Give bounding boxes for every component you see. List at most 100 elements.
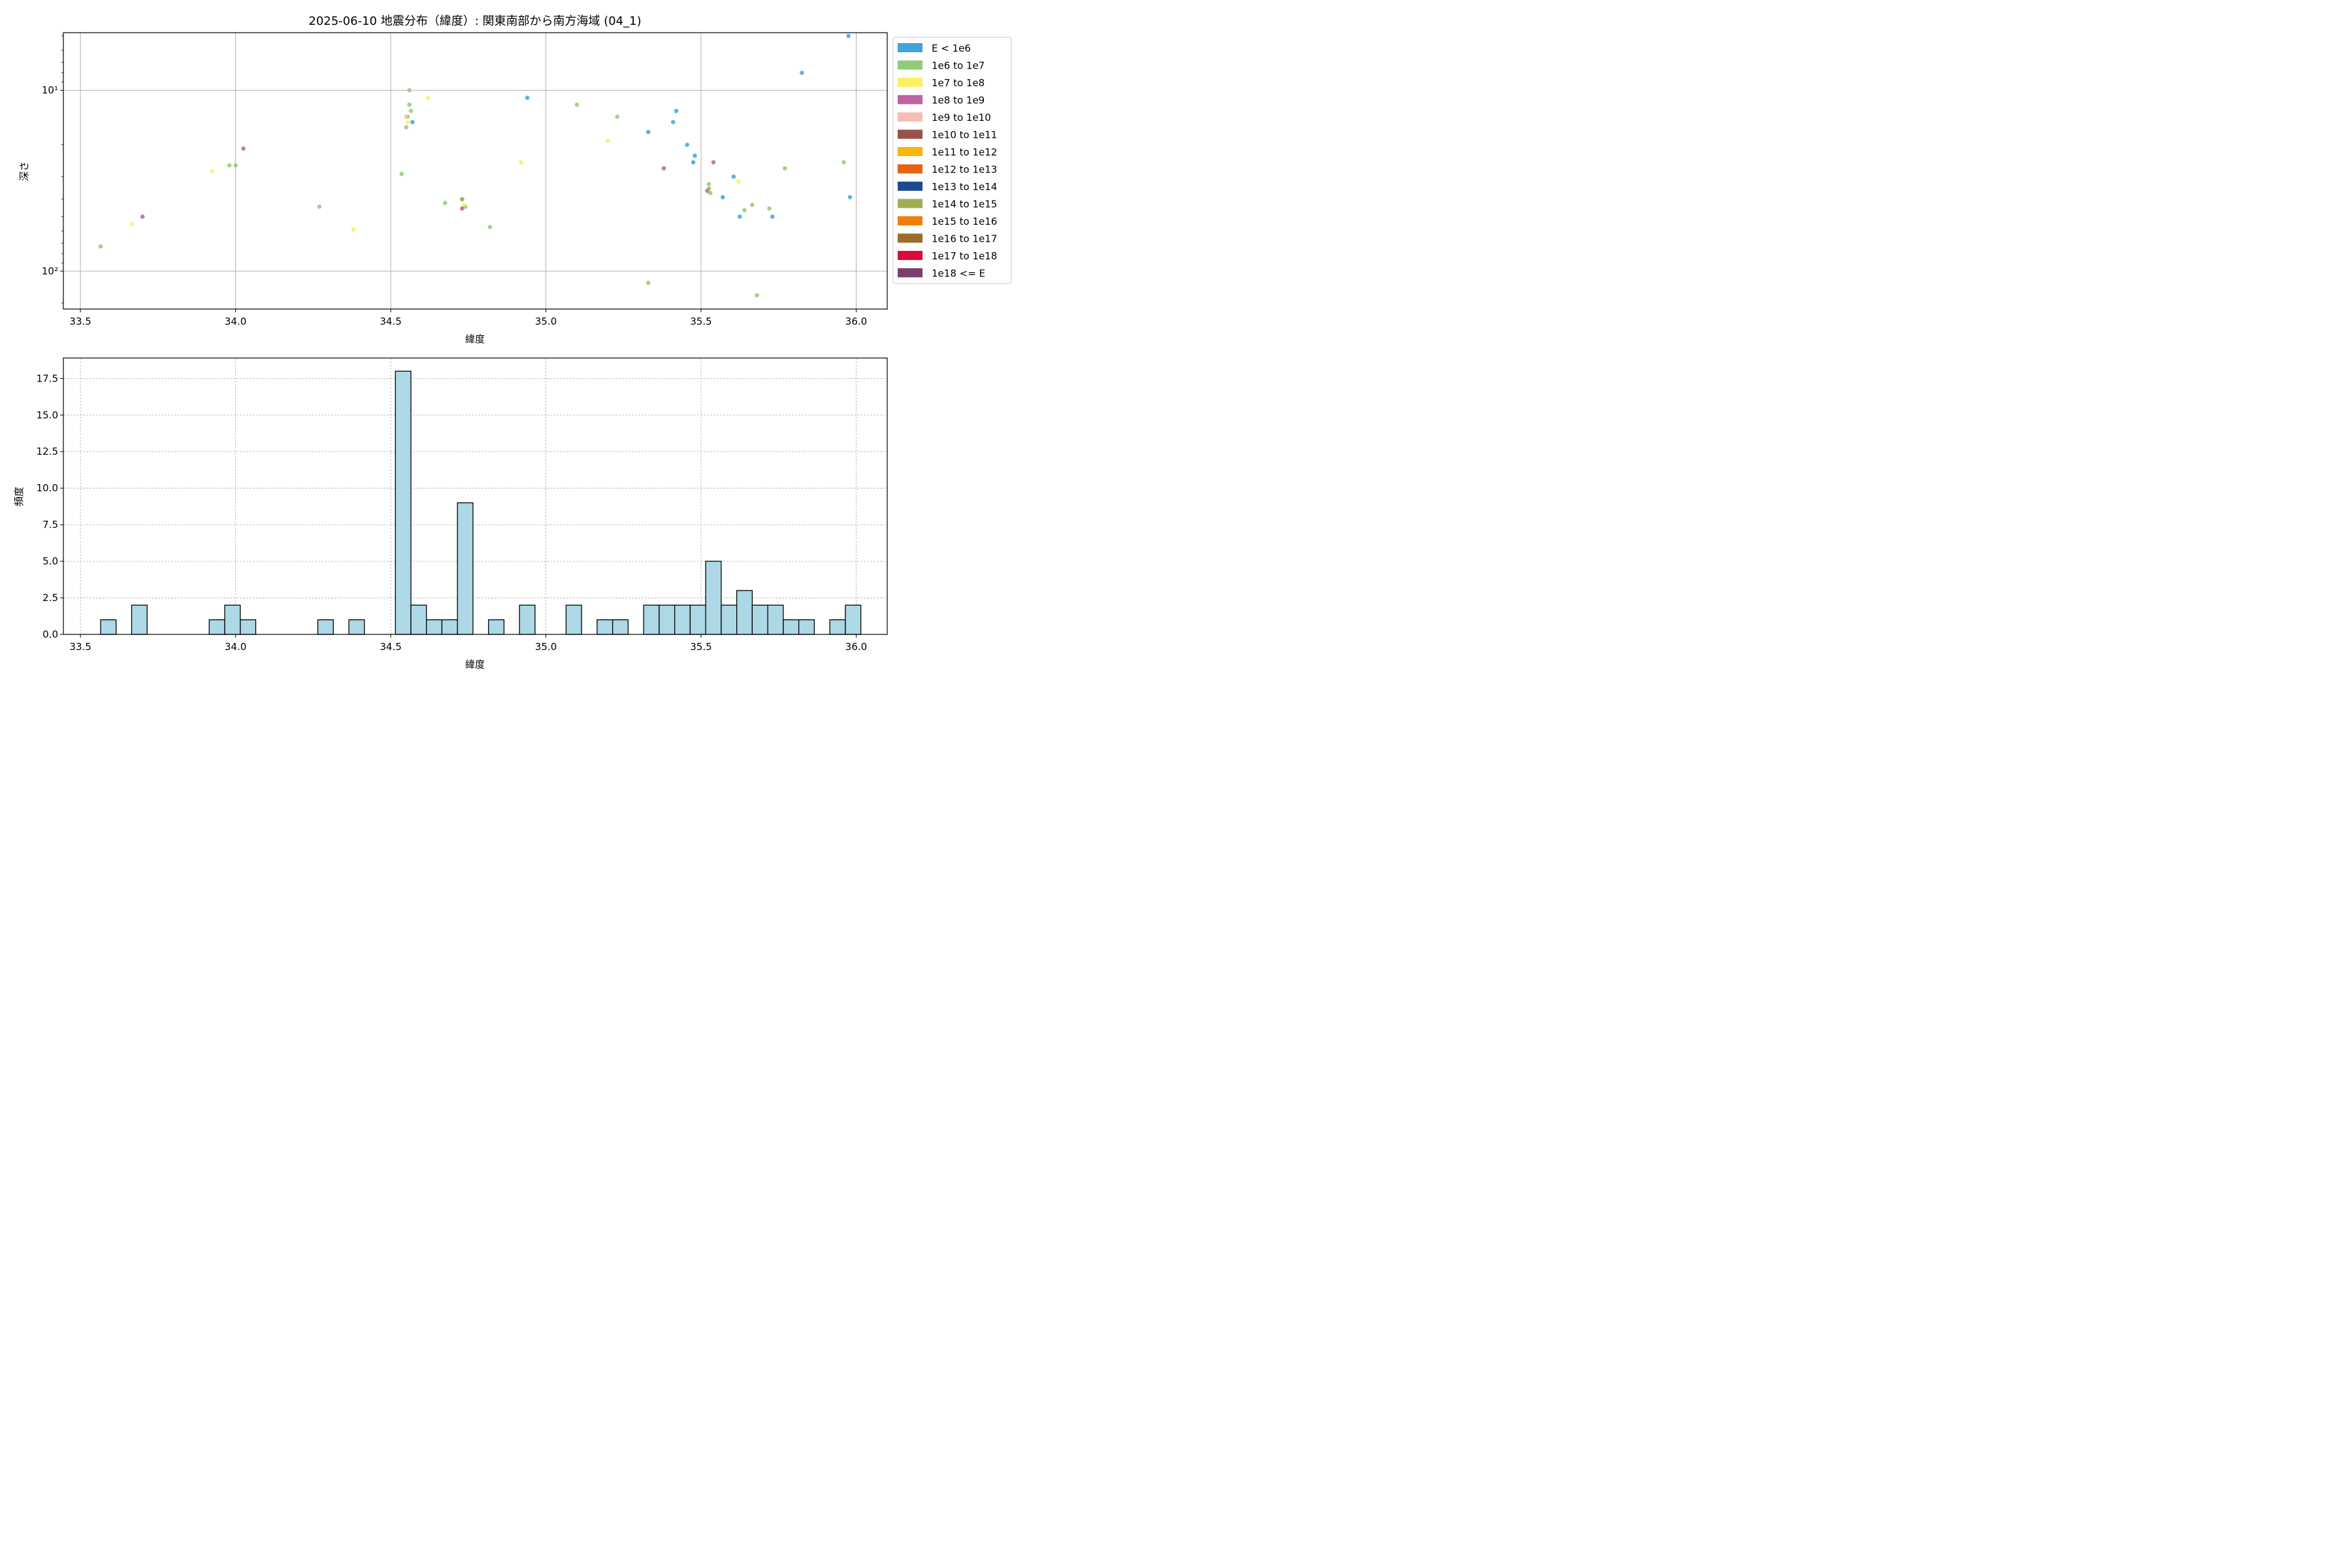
histogram-bar [131, 604, 148, 635]
scatter-point [351, 227, 356, 232]
scatter-point [408, 108, 414, 114]
histogram-panel: 33.5 34.0 34.5 35.0 35.5 36.0 0.0 2.5 5.0 7.5 10.0… [13, 357, 888, 670]
histogram-bar [721, 604, 738, 635]
histogram-bar [689, 604, 706, 635]
histogram-bar [457, 502, 474, 635]
chart-title: 2025-06-10 地震分布（緯度）: 関東南部から南方海域 (04_1) [308, 14, 641, 28]
scatter-point [98, 244, 103, 249]
scatter-point [404, 125, 409, 130]
histogram-bar [612, 619, 629, 635]
scatter-x-tick-label: 34.5 [380, 316, 401, 327]
histogram-y-axis-label: 頻度 [13, 487, 25, 506]
histogram-x-tick-label: 35.5 [690, 641, 711, 653]
histogram-x-axis-label: 緯度 [465, 659, 485, 670]
legend-label: 1e15 to 1e16 [932, 216, 997, 227]
scatter-y-axis-label: 深さ [18, 161, 30, 181]
figure: 2025-06-10 地震分布（緯度）: 関東南部から南方海域 (04_1) 3… [0, 0, 1019, 679]
scatter-points [98, 33, 853, 298]
legend-label: 1e9 to 1e10 [932, 112, 991, 123]
scatter-point [661, 166, 666, 171]
scatter-y-tick-label: 10¹ [42, 84, 58, 96]
histogram-bar [829, 619, 846, 635]
histogram-y-tick-label: 7.5 [42, 519, 58, 531]
scatter-point [615, 114, 620, 119]
scatter-point [706, 182, 711, 187]
scatter-point [706, 186, 711, 191]
histogram-y-tick-label: 15.0 [37, 409, 58, 421]
scatter-x-tick-label: 35.0 [535, 316, 557, 327]
scatter-x-tick-label: 34.0 [225, 316, 246, 327]
legend-swatch [898, 251, 923, 260]
histogram-bar [240, 619, 257, 635]
scatter-point [407, 102, 412, 107]
legend-swatch [898, 60, 923, 70]
histogram-bar [441, 619, 458, 635]
histogram-y-tick-label: 17.5 [37, 372, 58, 384]
scatter-point [241, 146, 246, 151]
scatter-point [407, 88, 412, 93]
scatter-point [738, 214, 742, 219]
scatter-x-tick-label: 36.0 [845, 316, 867, 327]
histogram-bar [208, 619, 225, 635]
scatter-point [800, 71, 804, 75]
scatter-point [755, 293, 759, 298]
scatter-point [767, 206, 772, 211]
legend-label: 1e10 to 1e11 [932, 129, 997, 141]
legend-label: 1e7 to 1e8 [932, 77, 985, 89]
scatter-point [129, 221, 134, 227]
histogram-bar [845, 604, 862, 635]
scatter-point [519, 160, 523, 165]
legend-swatch [898, 233, 923, 243]
histogram-bar [519, 604, 536, 635]
histogram-bar [395, 370, 412, 635]
scatter-point [711, 160, 716, 165]
scatter-point [770, 214, 775, 219]
scatter-frame [63, 32, 888, 310]
scatter-point [708, 191, 713, 195]
histogram-y-tick-label: 2.5 [42, 592, 58, 604]
legend-label: 1e12 to 1e13 [932, 164, 997, 176]
histogram-bar [659, 604, 676, 635]
histogram-bar [674, 604, 691, 635]
scatter-point [405, 120, 410, 125]
histogram-bar [705, 561, 722, 635]
scatter-point [317, 204, 322, 209]
legend-swatch [898, 147, 923, 156]
scatter-point [227, 163, 232, 168]
legend-swatch [898, 268, 923, 278]
scatter-point [460, 206, 465, 211]
scatter-point [574, 102, 580, 107]
scatter-point [841, 160, 846, 165]
histogram-bar [596, 619, 613, 635]
histogram-ticks: 33.5 34.0 34.5 35.0 35.5 36.0 0.0 2.5 5.0 7.5 10.0… [37, 372, 868, 653]
scatter-grid [63, 33, 887, 309]
scatter-point [691, 160, 696, 165]
scatter-y-tick-label: 10² [42, 265, 58, 277]
histogram-bar [100, 619, 117, 635]
scatter-point [645, 129, 651, 135]
legend-label: 1e11 to 1e12 [932, 146, 997, 158]
figure-background [0, 0, 1019, 679]
legend-frame [892, 37, 1012, 284]
histogram-bar [317, 619, 334, 635]
scatter-point [674, 108, 679, 114]
scatter-point [736, 179, 741, 184]
scatter-point [606, 139, 610, 143]
scatter-ticks: 33.5 34.0 34.5 35.0 35.5 36.0 10¹ 10² [42, 35, 867, 327]
scatter-point [742, 208, 747, 212]
scatter-point [425, 95, 431, 100]
legend-label: 1e16 to 1e17 [932, 233, 997, 245]
histogram-y-tick-label: 12.5 [37, 446, 58, 457]
legend-swatch [898, 43, 923, 52]
histogram-bar [565, 604, 582, 635]
histogram-bar [224, 604, 241, 635]
scatter-x-tick-label: 33.5 [69, 316, 91, 327]
legend-swatch [898, 112, 923, 122]
scatter-point [782, 166, 787, 171]
histogram-bar [783, 619, 800, 635]
scatter-point [645, 280, 651, 286]
histogram-x-tick-label: 35.0 [535, 641, 557, 653]
legend-label: 1e14 to 1e15 [932, 199, 997, 210]
legend-label: 1e13 to 1e14 [932, 181, 997, 193]
histogram-x-tick-label: 34.0 [225, 641, 246, 653]
